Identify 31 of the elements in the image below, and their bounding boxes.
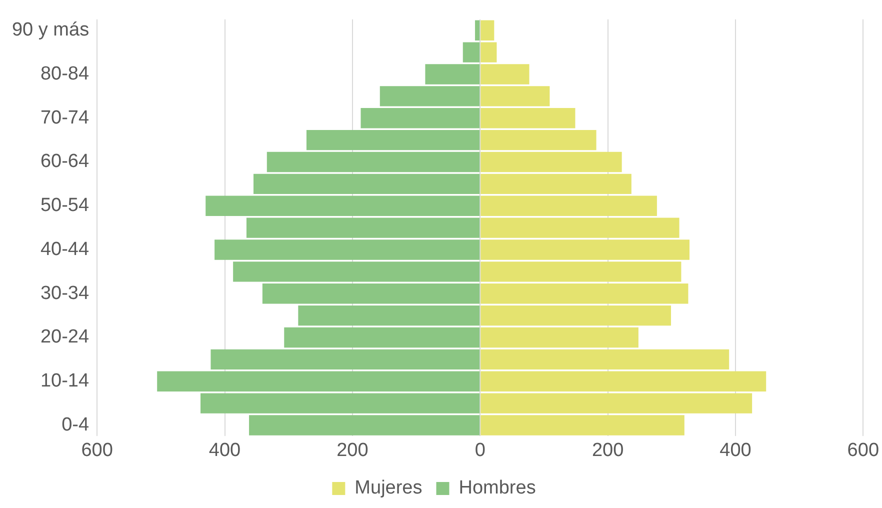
y-tick-label: 70-74 <box>40 107 90 128</box>
bar <box>480 327 638 348</box>
y-tick-label: 60-64 <box>40 151 90 172</box>
x-tick-label: 400 <box>720 440 752 461</box>
y-tick-label: 10-14 <box>40 370 90 392</box>
bar <box>480 152 622 172</box>
bar <box>284 327 480 348</box>
x-tick-label: 200 <box>336 440 368 461</box>
x-tick-label: 200 <box>592 440 624 461</box>
x-tick-label: 400 <box>208 440 241 461</box>
y-tick-label: 30-34 <box>40 282 90 304</box>
y-tick-label: 40-44 <box>40 238 90 260</box>
y-tick-label: 50-54 <box>40 195 90 216</box>
y-tick-label: 20-24 <box>40 326 90 348</box>
bar <box>480 305 671 326</box>
bar <box>210 349 480 370</box>
bar <box>306 130 480 150</box>
x-tick-label: 600 <box>847 440 879 461</box>
y-tick-label: 0-4 <box>62 414 90 436</box>
y-tick-label: 80-84 <box>40 63 90 84</box>
bar <box>253 174 480 194</box>
x-tick-label: 600 <box>81 440 113 461</box>
bar <box>480 349 730 370</box>
bar <box>298 305 480 326</box>
bar <box>266 152 480 172</box>
x-tick-label: 0 <box>474 440 486 461</box>
y-tick-label: 90 y más <box>12 20 90 41</box>
bar <box>480 174 632 194</box>
bar <box>480 130 596 150</box>
legend-label: Hombres <box>458 478 536 499</box>
legend-label: Mujeres <box>354 478 422 499</box>
